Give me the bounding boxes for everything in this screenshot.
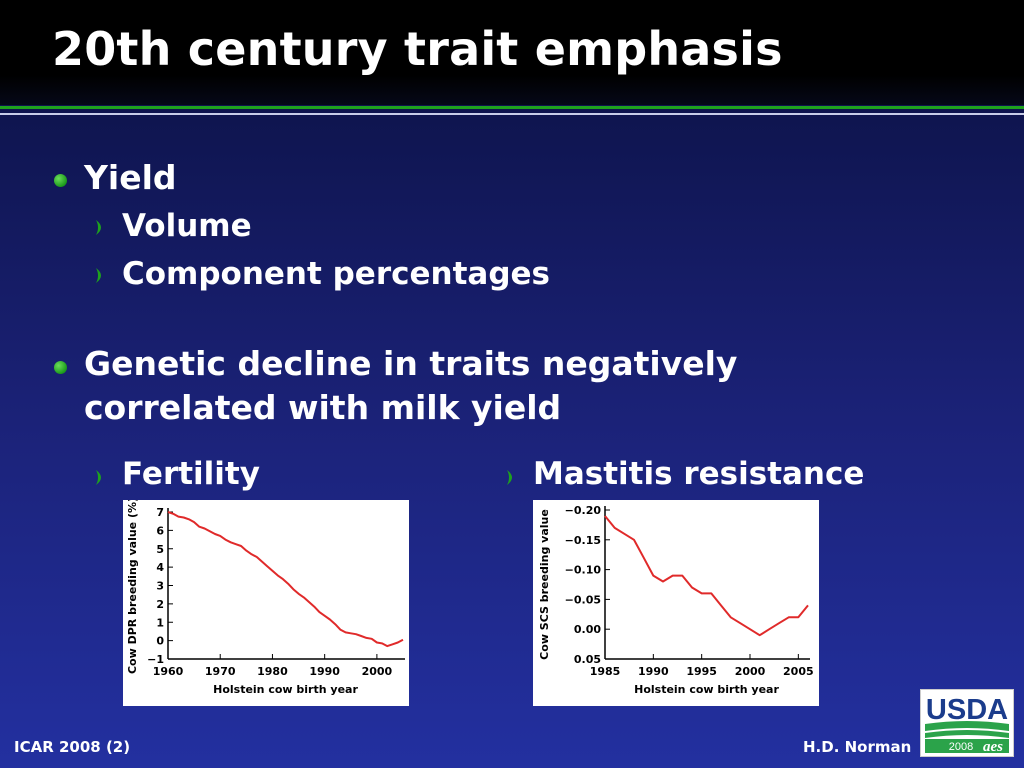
sub-bullet-icon: [507, 470, 512, 485]
footer-right: H.D. Norman: [803, 738, 912, 756]
bullet-genetic-decline: Genetic decline in traits negatively cor…: [84, 344, 738, 427]
sub-bullet-icon: [96, 268, 101, 283]
scs-chart-panel: −0.20 −0.15 −0.10 −0.05 0.00 0.05 1985 1990 1995…: [533, 500, 819, 706]
y-tick-label: 6: [156, 524, 164, 537]
bullet-dot-icon: [54, 361, 67, 374]
title-rule-green: [0, 106, 1024, 109]
y-tick-label: −0.20: [565, 504, 602, 517]
y-tick-label: 7: [156, 506, 164, 519]
x-tick-label: 1960: [153, 665, 184, 678]
footer-left: ICAR 2008 (2): [14, 738, 131, 756]
usda-logo: USDA 2008 aes: [920, 689, 1014, 757]
x-tick-label: 1990: [638, 665, 669, 678]
x-tick-label: 2005: [783, 665, 814, 678]
x-tick-label: 1980: [257, 665, 288, 678]
x-tick-label: 1990: [309, 665, 340, 678]
y-axis-label: Cow SCS breeding value: [538, 509, 551, 660]
usda-logo-text: USDA: [926, 694, 1008, 726]
subhead-fertility: Fertility: [122, 456, 260, 492]
sub-bullet-icon: [96, 470, 101, 485]
x-tick-label: 2000: [362, 665, 393, 678]
y-tick-label: 3: [156, 580, 164, 593]
y-tick-label: −0.05: [565, 593, 601, 606]
dpr-chart-panel: 7 6 5 4 3 2 1 0 −1 1960 1970 1980 1990 2000 Holstein c…: [123, 500, 409, 706]
sub-bullet-component-percentages: Component percentages: [122, 256, 550, 292]
x-tick-label: 2000: [735, 665, 766, 678]
x-tick-label: 1985: [590, 665, 621, 678]
y-tick-label: 2: [156, 598, 164, 611]
slide-title: 20th century trait emphasis: [52, 22, 783, 76]
y-tick-label: −0.15: [565, 534, 601, 547]
y-tick-label: 0.05: [574, 653, 601, 666]
y-tick-label: 5: [156, 543, 164, 556]
series-line: [604, 515, 809, 637]
usda-logo-year: 2008: [949, 741, 973, 753]
x-axis-label: Holstein cow birth year: [213, 683, 358, 696]
title-bar: [0, 0, 1024, 105]
x-tick-label: 1995: [686, 665, 717, 678]
y-axis-label: Cow DPR breeding value (%): [126, 500, 139, 674]
sub-bullet-icon: [96, 220, 101, 235]
y-tick-label: 4: [156, 561, 164, 574]
y-tick-label: 0.00: [574, 623, 601, 636]
y-tick-label: 1: [156, 616, 164, 629]
x-axis-label: Holstein cow birth year: [634, 683, 779, 696]
y-tick-label: 0: [156, 635, 164, 648]
title-rule-light: [0, 113, 1024, 115]
sub-bullet-volume: Volume: [122, 208, 252, 244]
bullet-yield: Yield: [84, 158, 177, 197]
y-tick-label: −1: [147, 653, 164, 666]
aes-mark: aes: [983, 739, 1003, 755]
bullet-dot-icon: [54, 174, 67, 187]
series-line: [167, 511, 404, 648]
subhead-mastitis-resistance: Mastitis resistance: [533, 456, 865, 492]
x-tick-label: 1970: [205, 665, 236, 678]
y-tick-label: −0.10: [565, 564, 602, 577]
